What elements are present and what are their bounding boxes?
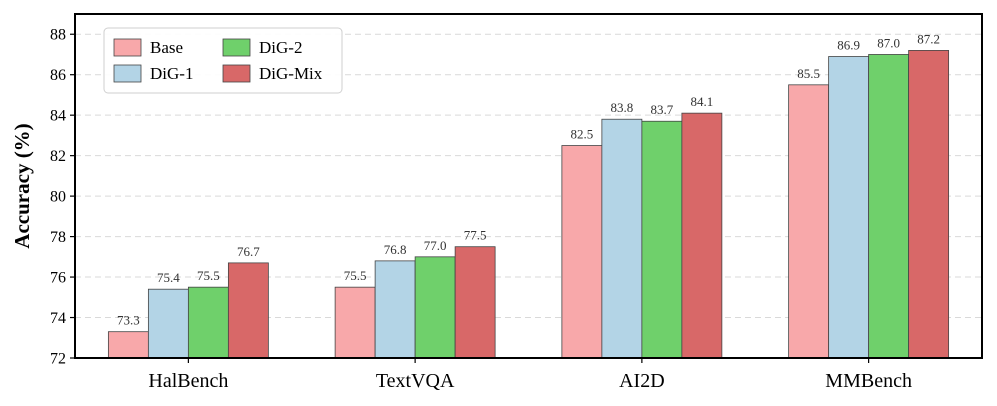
data-label: 84.1	[691, 94, 714, 109]
data-label: 82.5	[571, 127, 594, 142]
data-label: 76.8	[384, 242, 407, 257]
bar-dig-mix-ai2d	[681, 112, 723, 359]
y-tick-label: 72	[50, 351, 66, 368]
x-tick-label: TextVQA	[376, 370, 455, 392]
bar-dig-1-halbench	[147, 288, 189, 359]
bar-dig-2-textvqa	[414, 256, 456, 359]
bar-base-ai2d	[561, 145, 603, 359]
legend-label-dig-mix: DiG-Mix	[259, 64, 323, 83]
data-label: 75.4	[157, 270, 180, 285]
legend-label-base: Base	[150, 38, 183, 57]
data-label: 77.0	[424, 238, 447, 253]
bar-dig-1-mmbench	[828, 56, 870, 359]
bar-dig-mix-halbench	[227, 262, 269, 359]
legend-swatch-base	[113, 38, 142, 57]
data-label: 87.0	[877, 35, 900, 50]
bars	[107, 50, 950, 359]
data-label: 83.7	[651, 102, 674, 117]
bar-dig-1-ai2d	[601, 118, 643, 359]
bar-dig-2-mmbench	[868, 54, 910, 359]
bar-dig-mix-textvqa	[454, 246, 496, 359]
data-label: 75.5	[197, 268, 220, 283]
data-label: 83.8	[611, 100, 634, 115]
legend-swatch-dig-1	[113, 64, 142, 83]
data-labels: 73.3 75.4 75.5 76.7 75.5 76.8 77.0 77.5 82.5 83.8…	[117, 31, 940, 327]
legend-swatch-dig-2	[222, 38, 251, 57]
y-tick-label: 84	[50, 108, 66, 125]
data-label: 85.5	[797, 66, 820, 81]
bar-base-mmbench	[788, 84, 830, 359]
bar-dig-2-ai2d	[641, 120, 683, 359]
legend-box	[103, 27, 343, 94]
legend: Base DiG-1 DiG-2 DiG-Mix	[103, 27, 343, 94]
x-tick-label: MMBench	[825, 370, 912, 392]
y-tick-label: 88	[50, 27, 66, 44]
legend-label-dig-1: DiG-1	[150, 64, 193, 83]
bar-base-halbench	[107, 331, 149, 359]
bar-base-textvqa	[334, 286, 376, 359]
x-tick-label: AI2D	[619, 370, 665, 392]
data-label: 77.5	[464, 228, 487, 243]
legend-swatch-dig-mix	[222, 64, 251, 83]
y-tick-label: 82	[50, 148, 66, 165]
data-label: 73.3	[117, 313, 140, 328]
y-tick-label: 76	[50, 270, 66, 287]
plot-frame	[74, 13, 983, 359]
legend-label-dig-2: DiG-2	[259, 38, 302, 57]
data-label: 76.7	[237, 244, 260, 259]
y-axis: 72 74 76 78 80 82 84 86 88	[50, 27, 75, 368]
y-tick-label: 86	[50, 67, 66, 84]
y-tick-label: 80	[50, 189, 66, 206]
data-label: 75.5	[344, 268, 367, 283]
data-label: 86.9	[837, 37, 860, 52]
bar-dig-1-textvqa	[374, 260, 416, 359]
x-tick-label: HalBench	[148, 370, 228, 392]
y-axis-title: Accuracy (%)	[10, 123, 34, 248]
x-axis: HalBench TextVQA AI2D MMBench	[148, 358, 912, 392]
y-tick-label: 74	[50, 310, 66, 327]
bar-dig-mix-mmbench	[908, 50, 950, 359]
bar-dig-2-halbench	[187, 286, 229, 359]
y-tick-label: 78	[50, 229, 66, 246]
data-label: 87.2	[917, 31, 940, 46]
